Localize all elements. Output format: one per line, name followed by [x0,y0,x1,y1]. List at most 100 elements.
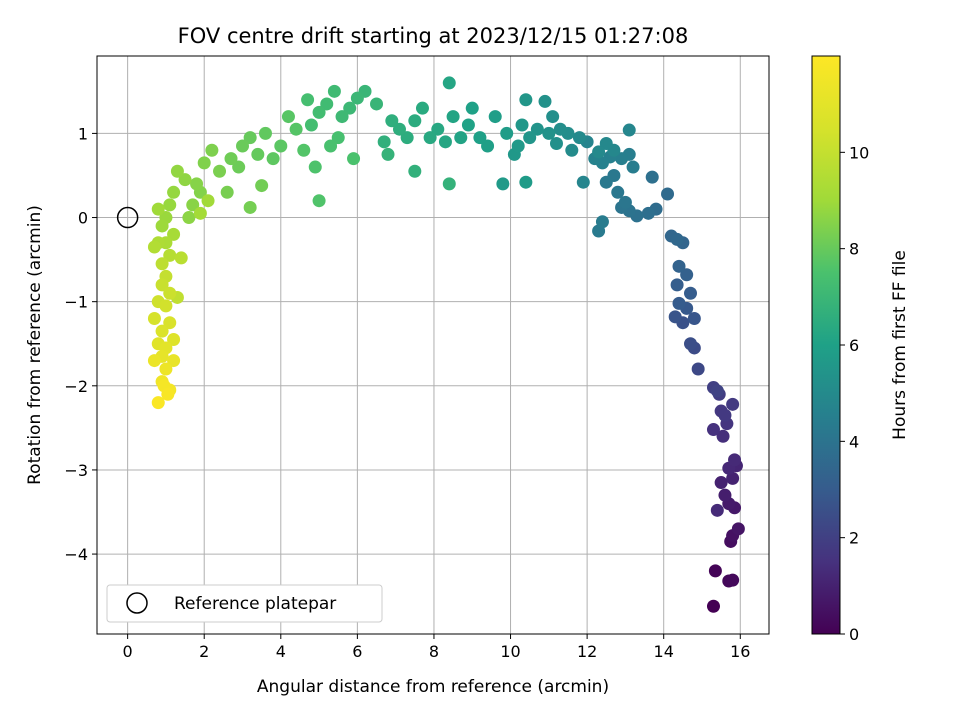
x-tick-label: 2 [199,642,209,661]
x-tick-label: 10 [500,642,520,661]
y-tick-label: −2 [64,377,88,396]
scatter-point [519,93,533,107]
y-tick-label: −3 [64,461,88,480]
scatter-point [308,160,322,174]
x-tick-label: 6 [352,642,362,661]
scatter-point [197,156,211,170]
scatter-point [523,131,537,145]
scatter-point [592,145,606,159]
scatter-point [335,110,349,124]
scatter-point [691,362,705,376]
scatter-point [500,126,514,140]
scatter-point [304,118,318,132]
scatter-point [408,114,422,128]
x-tick-label: 4 [276,642,286,661]
scatter-point [473,131,487,145]
scatter-point [186,198,200,212]
scatter-point [670,278,684,292]
colorbar-tick-label: 4 [849,432,859,451]
scatter-point [385,114,399,128]
scatter-point [731,522,745,536]
scatter-point [159,299,173,313]
scatter-point [538,94,552,108]
scatter-point [151,202,165,216]
scatter-point [488,110,502,124]
scatter-point [324,139,338,153]
scatter-point [515,118,529,132]
scatter-point [297,143,311,157]
scatter-point [167,227,181,241]
scatter-point [243,131,257,145]
scatter-point [163,316,177,330]
scatter-point [542,126,556,140]
scatter-point [281,110,295,124]
scatter-point [599,136,613,150]
scatter-point [163,198,177,212]
scatter-point [331,131,345,145]
colorbar-gradient [811,55,841,635]
scatter-point [312,105,326,119]
colorbar-tick-label: 2 [849,529,859,548]
x-tick-label: 16 [730,642,750,661]
scatter-point [672,296,686,310]
legend-box [106,584,383,623]
scatter-point [684,337,698,351]
scatter-point [615,152,629,166]
scatter-point [377,135,391,149]
scatter-point [576,175,590,189]
scatter-point [622,123,636,137]
scatter-point [718,488,732,502]
reference-marker [116,206,139,229]
scatter-point [670,232,684,246]
scatter-point [167,185,181,199]
legend: Reference platepar [106,584,383,623]
scatter-point [530,122,544,136]
colorbar-tick-label: 8 [849,240,859,259]
scatter-point [370,97,384,111]
y-tick-label: −1 [64,293,88,312]
y-tick-label: 1 [78,124,88,143]
scatter-point [201,194,215,208]
scatter-point [155,324,169,338]
x-axis-label: Angular distance from reference (arcmin) [257,677,609,697]
scatter-point [718,408,732,422]
scatter-point [726,471,740,485]
scatter-point [147,354,161,368]
scatter-point [251,147,265,161]
scatter-point [714,476,728,490]
scatter-point [147,311,161,325]
scatter-point [220,185,234,199]
x-axis-ticks: 0 2 4 6 8 10 12 14 16 [123,634,750,661]
scatter-point [680,268,694,282]
scatter-point [661,187,675,201]
scatter-point [301,93,315,107]
scatter-point [232,160,246,174]
scatter-point [163,248,177,262]
scatter-point [565,143,579,157]
scatter-point [193,206,207,220]
scatter-point [170,164,184,178]
scatter-point [159,362,173,376]
scatter-point [726,573,740,587]
scatter-point [350,91,364,105]
scatter-point [546,110,560,124]
scatter-point [147,240,161,254]
scatter-point [438,135,452,149]
scatter-point [190,177,204,191]
data-points [147,76,745,613]
scatter-point [266,152,280,166]
scatter-point [400,131,414,145]
scatter-point [710,503,724,517]
scatter-point [684,286,698,300]
scatter-point [163,286,177,300]
scatter-point [549,136,563,150]
scatter-point [182,211,196,225]
scatter-point [496,177,510,191]
scatter-point [728,453,742,467]
scatter-point [446,110,460,124]
scatter-point [155,278,169,292]
scatter-point [599,175,613,189]
scatter-point [155,257,169,271]
scatter-point [726,397,740,411]
y-axis-label: Rotation from reference (arcmin) [25,205,45,485]
